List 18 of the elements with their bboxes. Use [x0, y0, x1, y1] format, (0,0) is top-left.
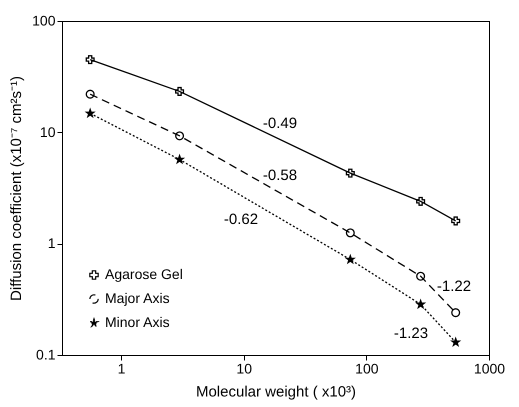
y-tick-label: 1 — [48, 235, 56, 252]
x-tick-label: 1 — [118, 360, 126, 376]
x-tick-label: 100 — [355, 360, 379, 376]
legend-label: Major Axis — [105, 290, 170, 306]
y-tick-label: 0.1 — [36, 346, 56, 362]
annotation: -0.62 — [224, 211, 258, 228]
annotation: -0.49 — [262, 115, 298, 132]
annotation: -1.22 — [436, 278, 472, 295]
legend-label: Minor Axis — [105, 314, 170, 330]
y-axis-title: Diffusion coefficient (x10⁻⁷ cm²s⁻¹) — [8, 76, 26, 301]
x-tick-label: 10 — [236, 360, 252, 376]
y-tick-label: 10 — [40, 124, 56, 140]
x-tick-label: 1000 — [474, 360, 506, 376]
annotation: -0.58 — [262, 167, 298, 184]
y-tick-label: 100 — [32, 12, 56, 28]
legend-label: Agarose Gel — [105, 266, 183, 282]
annotation: -1.23 — [394, 325, 428, 342]
x-axis-title: Molecular weight ( x10³) — [196, 384, 356, 400]
